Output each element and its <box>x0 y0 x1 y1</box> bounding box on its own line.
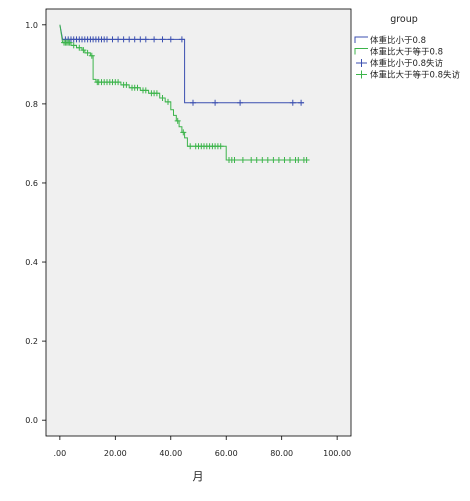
censored-mark <box>190 99 196 106</box>
legend-censor-swatch <box>356 70 367 79</box>
censored-mark <box>270 157 277 163</box>
y-tick-label: 0.2 <box>25 337 38 346</box>
x-tick-label: 60.00 <box>215 449 238 458</box>
censored-mark <box>142 36 149 43</box>
censored-mark <box>264 157 271 163</box>
censored-mark <box>88 52 95 59</box>
censored-mark <box>287 157 293 163</box>
x-tick-label: 20.00 <box>104 449 127 458</box>
legend-entry-label: 体重比大于等于0.8 <box>370 47 443 58</box>
x-tick-label: 80.00 <box>270 449 293 458</box>
censored-mark <box>115 36 122 43</box>
legend-entry-label: 体重比小于0.8 <box>370 35 426 46</box>
censored-mark <box>178 36 185 43</box>
legend-line-swatch <box>354 36 368 43</box>
censored-mark <box>109 36 116 43</box>
legend-entry-label: 体重比小于0.8失访 <box>370 58 444 69</box>
censored-mark <box>275 157 282 163</box>
survival-curves <box>59 24 310 163</box>
censored-mark <box>212 99 219 106</box>
censored-mark <box>123 81 130 88</box>
censored-mark <box>217 143 224 150</box>
censored-mark <box>104 36 110 43</box>
censored-mark <box>239 157 246 163</box>
censored-mark <box>231 157 238 163</box>
censored-mark <box>303 157 310 163</box>
censored-mark <box>295 157 302 163</box>
censored-mark <box>165 98 171 105</box>
censored-mark <box>66 39 73 46</box>
legend-entry-label: 体重比大于等于0.8失访 <box>370 70 461 81</box>
legend-title: group <box>390 14 418 25</box>
censored-mark <box>281 157 288 163</box>
censored-mark <box>153 90 160 97</box>
censored-mark <box>289 99 296 106</box>
plot-area <box>45 8 352 437</box>
censored-mark <box>120 36 127 43</box>
censored-mark <box>137 36 144 43</box>
censored-mark <box>142 87 149 94</box>
x-axis-label: 月 <box>193 470 204 483</box>
censored-mark <box>70 42 77 49</box>
censored-mark <box>159 95 166 101</box>
censored-mark <box>167 36 174 43</box>
censored-mark <box>115 79 122 86</box>
y-tick-label: 1.0 <box>25 21 38 30</box>
x-tick-label: 40.00 <box>159 449 182 458</box>
censored-mark <box>159 36 166 43</box>
censored-mark <box>131 36 138 43</box>
censored-mark <box>126 36 133 43</box>
y-tick-label: 0.0 <box>25 416 38 425</box>
legend: group 体重比小于0.8体重比大于等于0.8体重比小于0.8失访体重比大于等于… <box>354 14 461 81</box>
censored-mark <box>134 84 141 91</box>
x-tick-label: .00 <box>53 449 66 458</box>
censored-mark <box>80 47 87 54</box>
censored-mark <box>253 157 260 163</box>
censored-mark <box>298 99 305 106</box>
censored-mark <box>180 129 187 136</box>
legend-line-swatch <box>354 48 368 55</box>
x-tick-label: 100.00 <box>323 449 351 458</box>
y-tick-label: 0.4 <box>25 258 38 267</box>
censored-mark <box>76 44 83 51</box>
censored-mark <box>248 157 255 163</box>
censored-mark <box>187 143 194 150</box>
censored-mark <box>259 157 266 163</box>
y-tick-label: 0.6 <box>25 179 38 188</box>
axis-ticks: .00 20.00 40.00 60.00 80.00 100.00 0.0 0.2 0.4 0.… <box>25 21 351 458</box>
censored-mark <box>84 49 91 56</box>
censored-mark <box>151 36 158 43</box>
legend-censor-swatch <box>356 59 367 67</box>
y-tick-label: 0.8 <box>25 100 38 109</box>
censored-mark <box>174 117 181 124</box>
censored-mark <box>237 99 244 106</box>
